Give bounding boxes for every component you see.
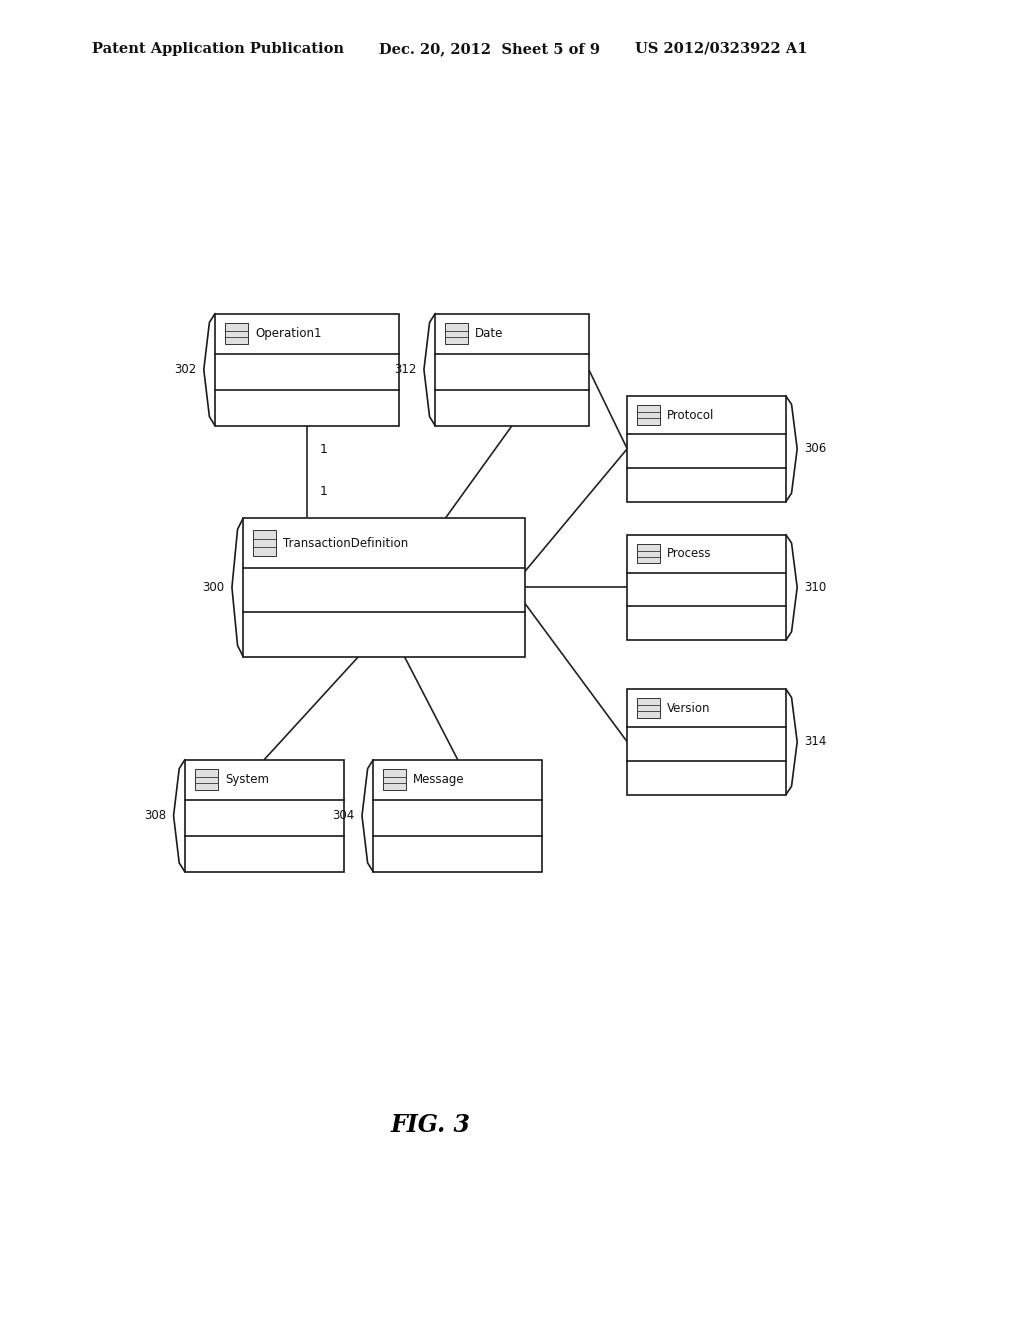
Text: TransactionDefinition: TransactionDefinition xyxy=(283,536,409,549)
Bar xyxy=(195,770,217,791)
Bar xyxy=(637,698,659,718)
Text: Process: Process xyxy=(668,546,712,560)
Bar xyxy=(244,517,524,656)
Text: Protocol: Protocol xyxy=(668,408,715,421)
Text: 1: 1 xyxy=(319,486,328,498)
Text: Date: Date xyxy=(475,327,504,341)
Text: Patent Application Publication: Patent Application Publication xyxy=(92,42,344,55)
Bar xyxy=(254,531,276,556)
Text: System: System xyxy=(225,774,268,787)
Text: 308: 308 xyxy=(144,809,166,822)
Text: US 2012/0323922 A1: US 2012/0323922 A1 xyxy=(635,42,807,55)
Text: 1: 1 xyxy=(319,444,328,455)
Bar xyxy=(637,544,659,564)
Bar xyxy=(627,535,786,640)
Bar xyxy=(373,759,543,871)
Text: Message: Message xyxy=(414,774,465,787)
Bar xyxy=(215,314,399,425)
Bar xyxy=(383,770,406,791)
Text: 312: 312 xyxy=(394,363,417,376)
Text: Dec. 20, 2012  Sheet 5 of 9: Dec. 20, 2012 Sheet 5 of 9 xyxy=(379,42,600,55)
Bar xyxy=(627,396,786,502)
Text: 306: 306 xyxy=(805,442,826,455)
Bar xyxy=(627,689,786,795)
Bar xyxy=(225,323,248,345)
Text: FIG. 3: FIG. 3 xyxy=(390,1113,470,1137)
Bar xyxy=(637,405,659,425)
Bar xyxy=(184,759,344,871)
Text: 304: 304 xyxy=(333,809,354,822)
Text: 314: 314 xyxy=(805,735,826,748)
Text: 310: 310 xyxy=(805,581,826,594)
Bar xyxy=(445,323,468,345)
Text: Version: Version xyxy=(668,701,711,714)
Bar xyxy=(435,314,589,425)
Text: Operation1: Operation1 xyxy=(255,327,322,341)
Text: 302: 302 xyxy=(174,363,197,376)
Text: 300: 300 xyxy=(203,581,224,594)
